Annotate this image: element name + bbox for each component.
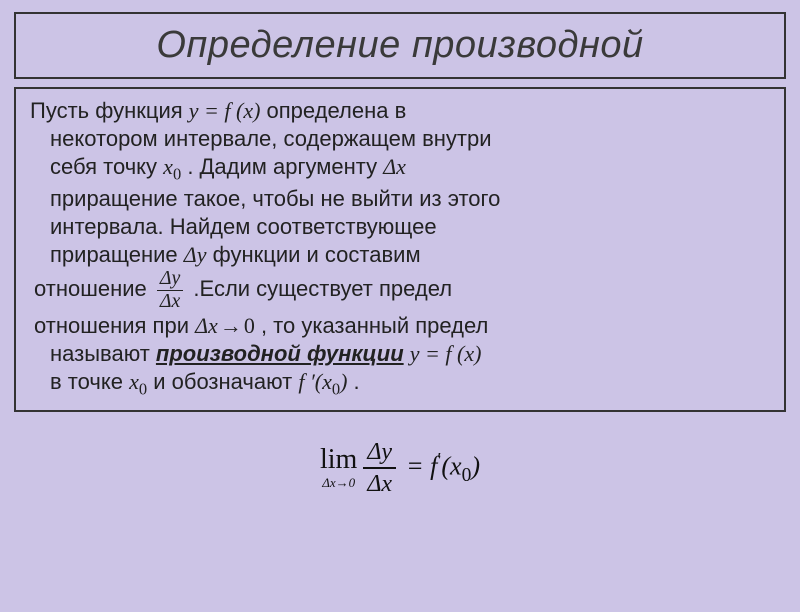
lim-operator: lim Δx→0 <box>320 446 357 489</box>
text: , то указанный предел <box>261 313 488 338</box>
text: определена в <box>267 98 407 123</box>
lim-rhs: = f′(x0) <box>406 449 480 487</box>
text: интервала. Найдем соответствующее <box>30 213 770 241</box>
line: называют производной функции y = f (x) <box>30 340 770 368</box>
text: отношения при <box>34 313 195 338</box>
term-derivative: производной функции <box>156 341 404 366</box>
line: приращение Δy функции и составим <box>30 241 770 269</box>
text: Пусть функция <box>30 98 189 123</box>
text: .Если существует предел <box>193 276 452 301</box>
text: себя точку <box>50 154 163 179</box>
line: отношения при Δx→0 , то указанный предел <box>30 312 770 340</box>
title-box: Определение производной <box>14 12 786 79</box>
text: в точке <box>50 369 129 394</box>
limit-expression: lim Δx→0 Δy Δx = f′(x0) <box>320 440 480 496</box>
math-fprime: f ′(x0) <box>298 369 347 394</box>
text: . <box>354 369 360 394</box>
definition-paragraph: Пусть функция y = f (x) определена в нек… <box>30 97 770 400</box>
line: себя точку x0 . Дадим аргументу Δx <box>30 153 770 185</box>
page-title: Определение производной <box>24 24 776 67</box>
text: и обозначают <box>153 369 298 394</box>
math-dy: Δy <box>184 242 207 267</box>
text: приращение такое, чтобы не выйти из этог… <box>30 185 770 213</box>
line: отношение Δy Δx .Если существует предел <box>30 269 770 312</box>
limit-formula: lim Δx→0 Δy Δx = f′(x0) <box>0 440 800 496</box>
math-dx: Δx <box>383 154 406 179</box>
text: . Дадим аргументу <box>187 154 383 179</box>
math-x0-2: x0 <box>129 369 147 394</box>
text: некотором интервале, содержащем внутри <box>30 125 770 153</box>
text: отношение <box>34 276 153 301</box>
math-x0: x0 <box>163 154 181 179</box>
text: называют <box>50 341 156 366</box>
text: функции и составим <box>213 242 421 267</box>
text: приращение <box>50 242 184 267</box>
math-y-eq-fx: y = f (x) <box>189 98 261 123</box>
line: в точке x0 и обозначают f ′(x0) . <box>30 368 770 400</box>
definition-box: Пусть функция y = f (x) определена в нек… <box>14 87 786 412</box>
math-y-eq-fx-2: y = f (x) <box>410 341 482 366</box>
math-dx-to-0: Δx→0 <box>195 313 255 338</box>
math-fraction-dy-dx: Δy Δx <box>157 269 183 312</box>
lim-fraction: Δy Δx <box>363 440 396 496</box>
